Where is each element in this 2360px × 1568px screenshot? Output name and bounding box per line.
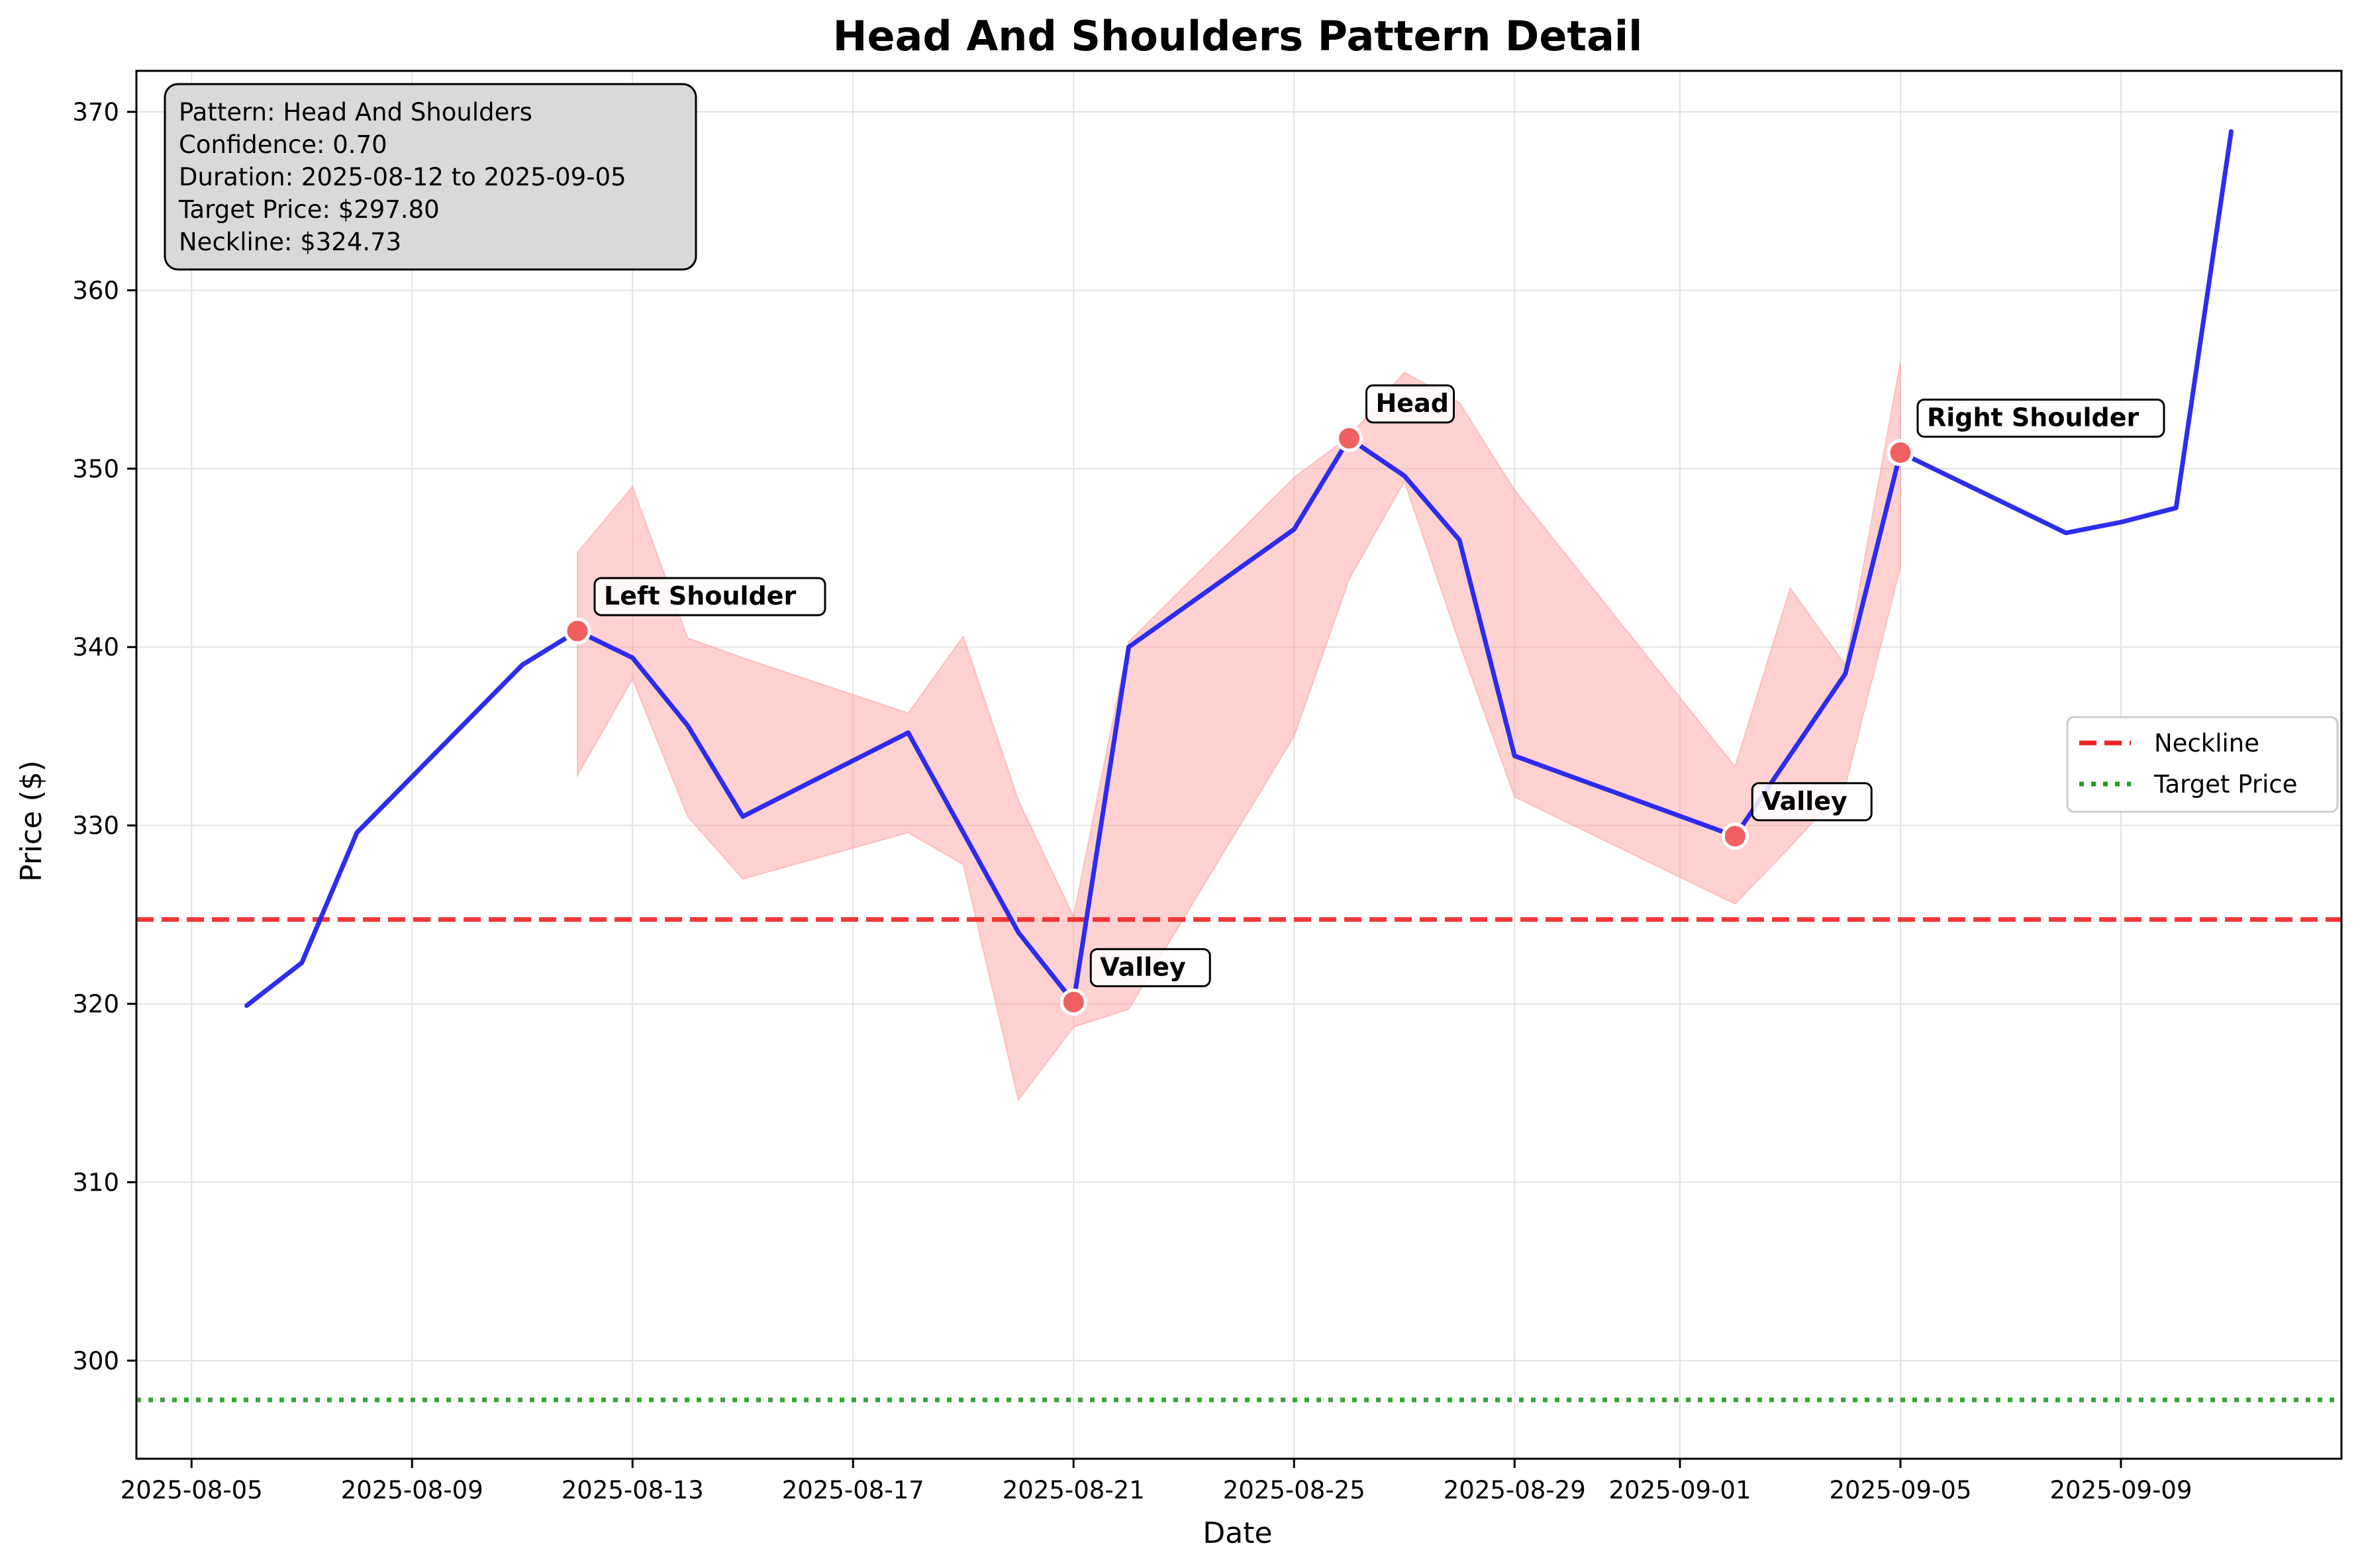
annotation-label: Left Shoulder [604, 581, 796, 611]
plot-frame [135, 70, 2343, 1460]
axes-frame [135, 70, 2343, 1460]
x-tick-label: 2025-08-25 [1223, 1476, 1365, 1504]
info-box-line: Neckline: $324.73 [179, 228, 401, 256]
y-tick-label: 360 [72, 276, 119, 305]
annotation-label: Valley [1100, 952, 1186, 981]
y-tick-label: 320 [72, 990, 119, 1018]
x-tick-label: 2025-08-05 [121, 1476, 263, 1504]
annotation-box [593, 577, 826, 616]
x-axis-ticks: 2025-08-05 2025-08-09 2025-08-13 2025-08-17… [121, 1459, 2192, 1504]
annotation-label: Right Shoulder [1927, 403, 2139, 432]
legend-neckline-label: Neckline [2154, 729, 2259, 758]
pattern-point-marker [1336, 424, 1363, 452]
annotation-box [1089, 948, 1211, 987]
shaded-band-area [577, 361, 1901, 1102]
pattern-point-marker [564, 617, 591, 645]
x-tick-label: 2025-09-09 [2049, 1476, 2192, 1504]
x-tick-label: 2025-08-29 [1444, 1476, 1586, 1504]
info-box-line: Pattern: Head And Shoulders [179, 98, 532, 126]
x-tick-label: 2025-08-21 [1003, 1476, 1145, 1504]
pattern-point-marker [1887, 439, 1914, 467]
y-tick-label: 340 [72, 633, 119, 662]
info-box-line: Duration: 2025-08-12 to 2025-09-05 [179, 163, 626, 191]
x-tick-label: 2025-08-13 [562, 1476, 704, 1504]
pattern-point-marker [1059, 988, 1087, 1016]
pattern-point-marker [1721, 822, 1749, 850]
y-tick-label: 310 [72, 1168, 119, 1197]
info-box-line: Confidence: 0.70 [179, 130, 387, 159]
annotation-box [1916, 399, 2165, 438]
info-box: Pattern: Head And Shoulders Confidence: 0… [164, 83, 697, 271]
y-axis-ticks: 300 310 320 330 340 350 360 370 [72, 98, 136, 1375]
annotation-box [1365, 384, 1455, 424]
reference-lines [136, 917, 2341, 1402]
info-box-background [164, 83, 697, 271]
legend-frame [2066, 716, 2339, 813]
y-tick-label: 330 [72, 812, 119, 840]
x-tick-label: 2025-09-01 [1608, 1476, 1751, 1504]
y-axis-label: Price ($) [15, 760, 48, 882]
x-axis-label: Date [1203, 1516, 1272, 1550]
y-tick-label: 350 [72, 455, 119, 483]
x-tick-label: 2025-08-17 [782, 1476, 924, 1504]
x-tick-label: 2025-08-09 [341, 1476, 483, 1504]
pattern-annotations: Left Shoulder Valley Head Valley Right Shoul… [593, 384, 2165, 987]
pattern-points [564, 424, 1914, 1016]
legend: Neckline Target Price [2066, 716, 2339, 813]
info-box-line: Target Price: $297.80 [178, 195, 440, 224]
confidence-band [577, 361, 1901, 1102]
y-tick-label: 300 [72, 1347, 119, 1375]
annotation-box [1751, 782, 1873, 822]
y-tick-label: 370 [72, 98, 119, 126]
annotation-label: Valley [1761, 787, 1847, 816]
grid [136, 71, 2341, 1459]
legend-target-label: Target Price [2153, 770, 2298, 799]
chart-title: Head And Shoulders Pattern Detail [833, 12, 1643, 60]
annotation-label: Head [1376, 389, 1449, 418]
x-tick-label: 2025-09-05 [1829, 1476, 1971, 1504]
